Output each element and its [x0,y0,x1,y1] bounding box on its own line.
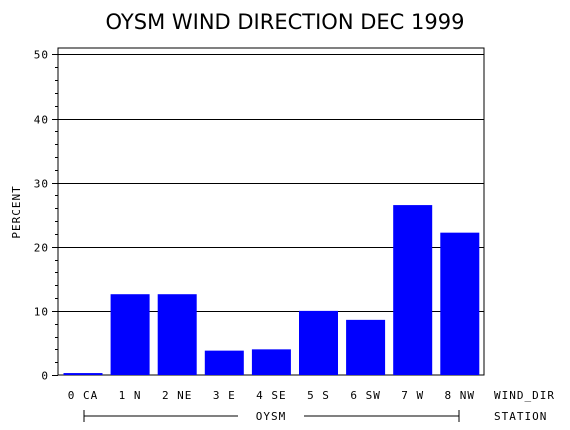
y-tick-label: 10 [34,306,49,319]
bar [204,350,244,375]
y-axis-label: PERCENT [10,185,23,238]
y-tick-labels: 0 10 20 30 40 50 [34,49,49,383]
y-tick-label: 40 [34,114,49,127]
bar [440,232,480,375]
bar [251,349,291,375]
group-axis-label: STATION [494,410,547,423]
x-tick-label: 5 S [307,389,330,402]
x-tick-label: 2 NE [162,389,193,402]
x-tick-label: 7 W [401,389,424,402]
x-axis-label: WIND_DIR [494,389,555,402]
bar [346,319,386,375]
y-tick-label: 0 [41,370,49,383]
bars [63,205,480,375]
minor-ticks [55,67,58,363]
y-tick-label: 30 [34,178,49,191]
x-tick-label: 8 NW [445,389,476,402]
bar [393,205,433,375]
plot-area: 0 10 20 30 40 50 0 CA 1 N 2 NE 3 E 4 SE 5 S 6 SW 7 W… [34,47,485,402]
bar [299,310,338,375]
bar [157,294,197,375]
bar [110,294,150,375]
group-label: OYSM [256,410,287,423]
bar [63,373,103,375]
y-tick-label: 50 [34,49,49,62]
x-tick-label: 4 SE [256,389,287,402]
x-tick-label: 6 SW [350,389,381,402]
x-tick-label: 3 E [213,389,236,402]
x-tick-labels: 0 CA 1 N 2 NE 3 E 4 SE 5 S 6 SW 7 W 8 NW [68,389,476,402]
x-tick-label: 0 CA [68,389,99,402]
y-tick-label: 20 [34,242,49,255]
chart-title: OYSM WIND DIRECTION DEC 1999 [106,10,465,34]
x-tick-label: 1 N [119,389,142,402]
group-bracket: OYSM [83,410,460,423]
